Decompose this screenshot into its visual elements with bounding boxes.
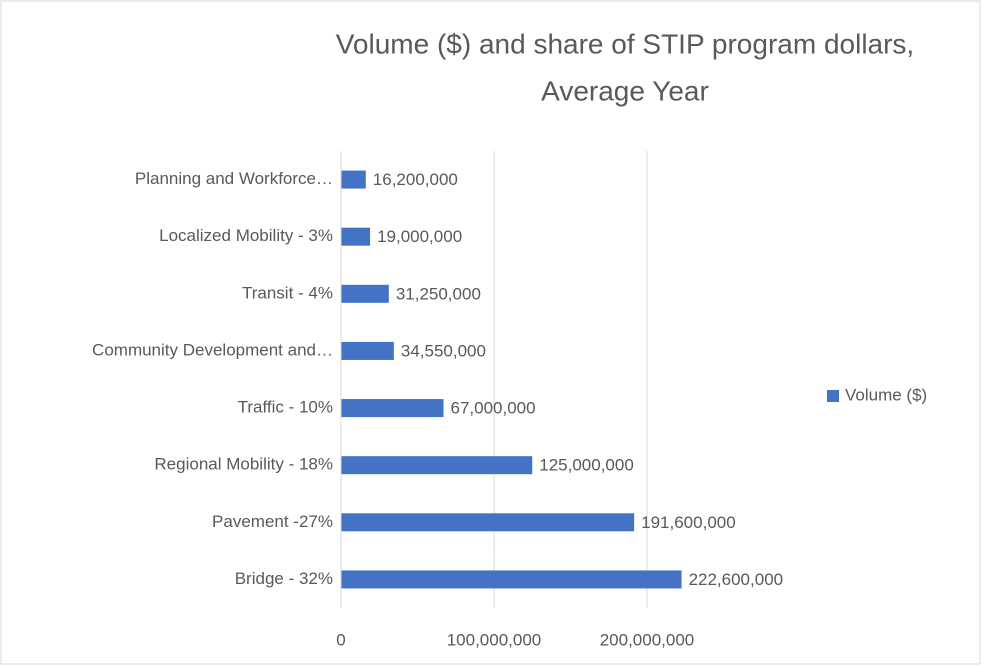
data-label: 222,600,000 <box>689 570 784 589</box>
data-label: 19,000,000 <box>377 227 462 246</box>
data-label: 67,000,000 <box>451 399 536 418</box>
x-tick-label: 0 <box>336 630 345 649</box>
y-tick-label: Transit - 4% <box>242 283 333 302</box>
bar <box>341 170 366 189</box>
data-label: 31,250,000 <box>396 284 481 303</box>
bar <box>341 456 533 475</box>
data-label: 191,600,000 <box>641 513 736 532</box>
legend-label: Volume ($) <box>845 385 927 404</box>
y-tick-label: Pavement -27% <box>212 512 333 531</box>
y-tick-label: Planning and Workforce… <box>135 169 333 188</box>
x-tick-label: 200,000,000 <box>600 630 695 649</box>
chart-title: Average Year <box>541 75 709 106</box>
y-tick-label: Community Development and… <box>92 340 333 359</box>
y-tick-label: Regional Mobility - 18% <box>154 455 333 474</box>
data-label: 125,000,000 <box>539 456 634 475</box>
chart-title: Volume ($) and share of STIP program dol… <box>336 28 914 59</box>
legend-swatch <box>827 390 839 402</box>
y-tick-label: Bridge - 32% <box>235 569 333 588</box>
data-label: 16,200,000 <box>373 170 458 189</box>
x-tick-label: 100,000,000 <box>447 630 542 649</box>
bar <box>341 341 394 360</box>
bar <box>341 399 444 418</box>
bar <box>341 513 635 532</box>
bar <box>341 227 371 246</box>
data-label: 34,550,000 <box>401 341 486 360</box>
y-tick-label: Traffic - 10% <box>238 398 333 417</box>
y-tick-label: Localized Mobility - 3% <box>159 226 333 245</box>
bar <box>341 570 682 589</box>
bar <box>341 284 389 303</box>
